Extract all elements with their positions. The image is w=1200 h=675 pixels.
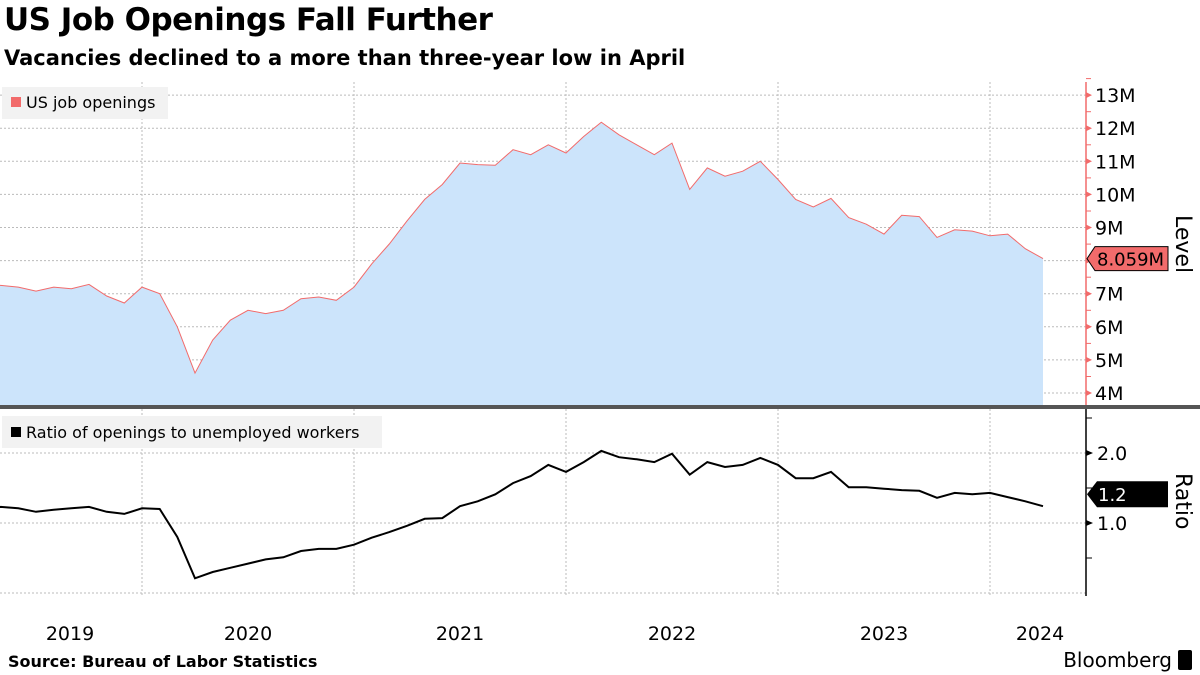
level-tick	[1086, 290, 1092, 297]
legend-label-openings: US job openings	[26, 93, 155, 112]
level-tick	[1086, 191, 1092, 198]
chart-title: US Job Openings Fall Further	[4, 2, 493, 38]
level-tick-label: 10M	[1095, 184, 1136, 206]
level-tick	[1086, 390, 1092, 396]
level-tick-label: 5M	[1095, 350, 1123, 372]
ratio-tick-label: 2.0	[1097, 443, 1127, 465]
level-tick	[1086, 356, 1092, 363]
legend-label-ratio: Ratio of openings to unemployed workers	[26, 423, 359, 442]
level-tick	[1086, 125, 1092, 132]
openings-line	[0, 121, 1044, 375]
level-tick-label: 13M	[1095, 85, 1136, 107]
x-tick-label: 2019	[46, 623, 94, 645]
level-tick	[1086, 224, 1092, 231]
openings-area	[0, 122, 1043, 405]
level-tick-label: 6M	[1095, 317, 1123, 339]
ratio-tick	[1086, 520, 1093, 526]
level-tick-label: 4M	[1095, 383, 1123, 405]
level-tick	[1086, 92, 1092, 99]
logo-text: Bloomberg	[1063, 648, 1172, 672]
chart-area: 4M 5M 6M 7M 9M 10M 11M 12M 13M 1.0 2.0 2019 2020 2021…	[0, 78, 1200, 645]
ratio-tick	[1086, 450, 1093, 456]
legend-openings: US job openings	[2, 87, 168, 119]
chart-subtitle: Vacancies declined to a more than three-…	[4, 46, 686, 70]
bloomberg-terminal-icon	[1178, 650, 1192, 670]
ratio-tick-label: 1.0	[1097, 513, 1127, 535]
x-tick-label: 2020	[224, 623, 272, 645]
legend-swatch-openings	[11, 97, 21, 107]
last-value-openings: 8.059M	[1086, 246, 1169, 272]
ratio-axis-title: Ratio	[1170, 473, 1195, 529]
bloomberg-logo: Bloomberg	[1063, 648, 1192, 672]
panel-divider[interactable]	[0, 405, 1200, 409]
level-tick-label: 11M	[1095, 151, 1136, 173]
level-tick-label: 7M	[1095, 284, 1123, 306]
ratio-line	[0, 449, 1044, 580]
level-tick-label: 9M	[1095, 218, 1123, 240]
level-tick-label: 12M	[1095, 118, 1136, 140]
level-tick	[1086, 323, 1092, 330]
legend-ratio: Ratio of openings to unemployed workers	[2, 416, 382, 448]
last-value-openings-label: 8.059M	[1097, 250, 1164, 271]
level-tick	[1086, 158, 1092, 165]
last-value-ratio-label: 1.2	[1098, 485, 1127, 506]
x-tick-label: 2023	[860, 623, 908, 645]
x-tick-label: 2024	[1016, 623, 1064, 645]
level-axis-title: Level	[1170, 215, 1195, 273]
last-value-ratio: 1.2	[1087, 481, 1168, 508]
source-note: Source: Bureau of Labor Statistics	[8, 652, 318, 671]
x-tick-label: 2021	[436, 623, 484, 645]
x-tick-label: 2022	[648, 623, 696, 645]
axis-ticks: 4M 5M 6M 7M 9M 10M 11M 12M 13M 1.0 2.0 2019 2020 2021…	[46, 78, 1136, 645]
legend-swatch-ratio	[11, 427, 21, 437]
